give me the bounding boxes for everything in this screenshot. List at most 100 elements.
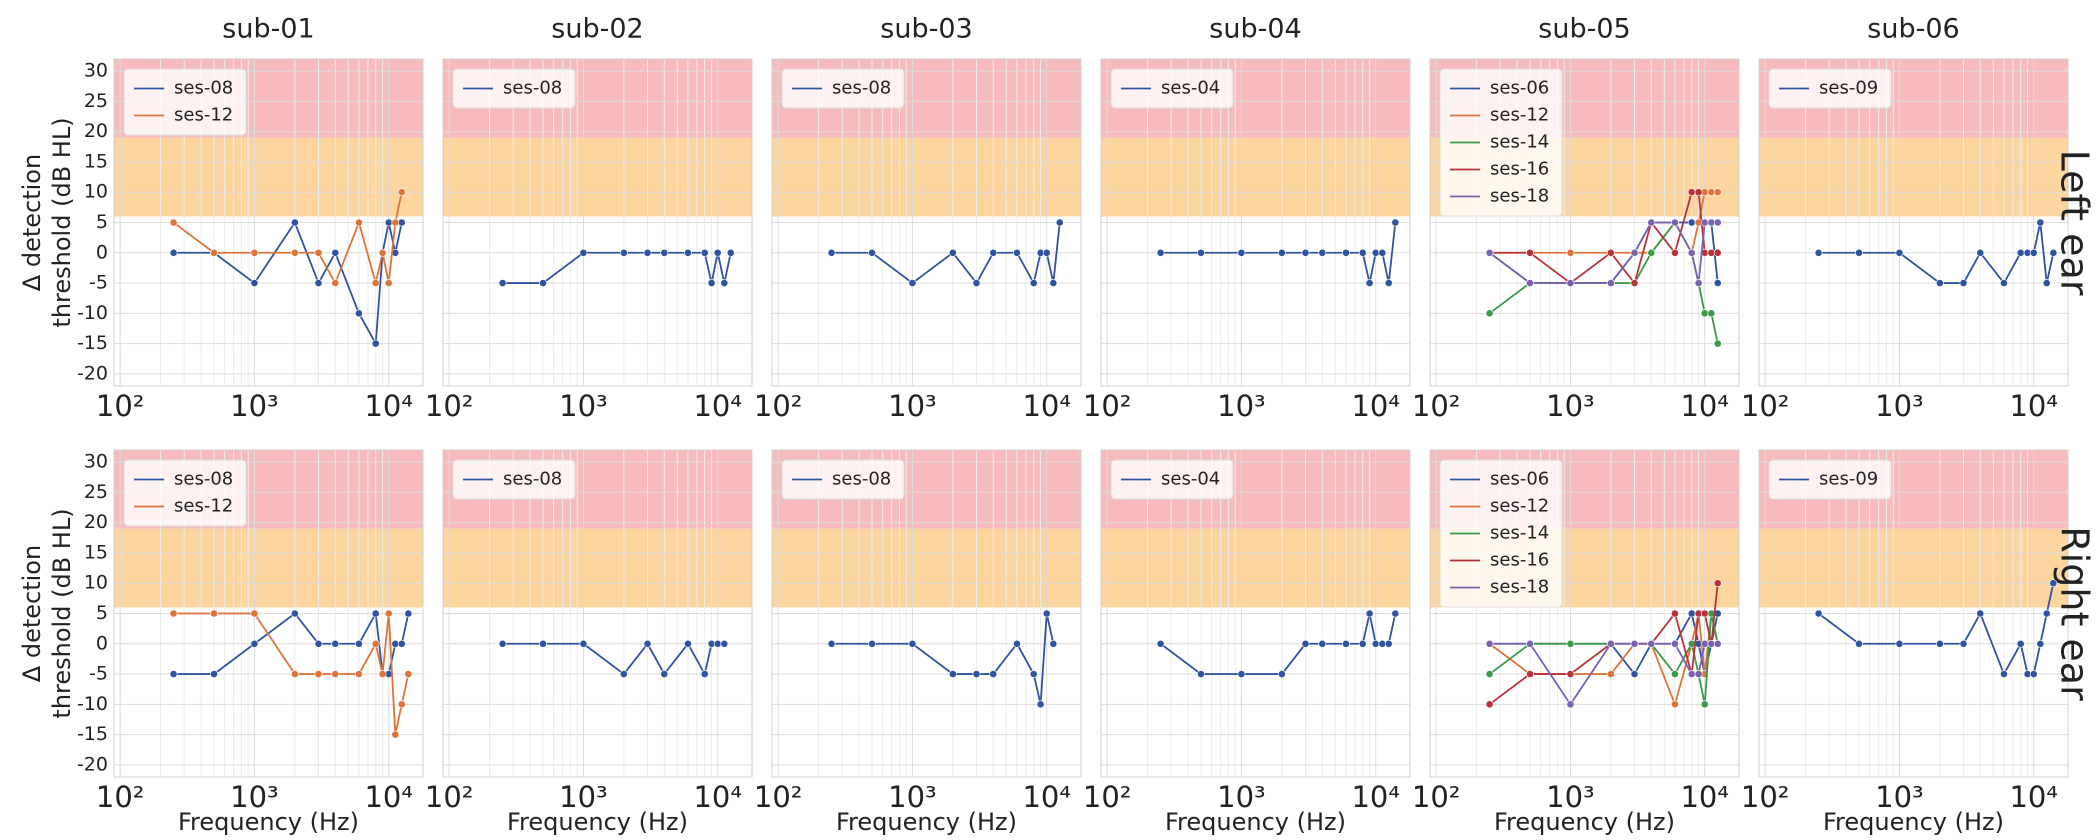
series-line [1489, 613, 1719, 705]
data-point [1156, 248, 1165, 257]
data-point [1814, 248, 1823, 257]
threshold-band [1101, 528, 1410, 608]
data-point [1391, 609, 1400, 618]
data-point [1342, 248, 1350, 257]
data-point [684, 248, 692, 257]
data-point [2000, 670, 2008, 678]
x-tick-label: 10² [1741, 389, 1790, 423]
data-point [355, 309, 363, 318]
data-point [2042, 279, 2051, 287]
legend-label: ses-08 [503, 469, 562, 490]
x-tick-label: 10³ [888, 780, 937, 814]
x-tick-label: 10² [1412, 389, 1461, 423]
data-point [2029, 670, 2038, 678]
data-point [1647, 248, 1656, 257]
data-point [1566, 700, 1575, 709]
data-point [1318, 639, 1327, 648]
threshold-band [443, 528, 752, 608]
legend-box [1439, 68, 1563, 217]
data-point [1049, 639, 1058, 648]
x-tick-label: 10² [425, 780, 474, 814]
x-axis-label: Frequency (Hz) [1494, 808, 1675, 836]
data-point [1671, 700, 1679, 709]
legend-label: ses-08 [174, 469, 233, 490]
x-tick-label: 10³ [230, 780, 279, 814]
legend-label: ses-06 [1490, 469, 1549, 490]
data-point [1042, 609, 1051, 618]
data-point [391, 218, 400, 227]
plot-border [1758, 58, 2069, 387]
subplot-title: sub-03 [880, 14, 972, 45]
y-tick-label: 0 [96, 632, 108, 654]
plot-border [1100, 58, 1411, 387]
legend-label: ses-14 [1490, 132, 1549, 153]
threshold-band [114, 528, 423, 608]
data-point [2049, 248, 2058, 257]
data-point [404, 670, 413, 678]
data-point [1526, 639, 1534, 648]
data-point [660, 248, 669, 257]
data-point [331, 639, 340, 648]
subplot-title: sub-05 [1538, 14, 1630, 45]
x-tick-label: 10⁴ [1680, 780, 1729, 814]
data-point [1606, 279, 1615, 287]
y-tick-label: -20 [77, 753, 108, 775]
y-tick-label: 20 [84, 511, 108, 533]
data-point [1694, 279, 1703, 287]
data-point [498, 639, 507, 648]
data-point [169, 670, 178, 678]
data-point [868, 248, 876, 257]
data-point [1277, 670, 1286, 678]
data-point [643, 248, 652, 257]
data-point [948, 670, 957, 678]
data-point [1526, 279, 1534, 287]
x-tick-label: 10² [96, 389, 145, 423]
legend-box [1768, 68, 1892, 109]
data-point [1671, 639, 1679, 648]
data-point [290, 248, 299, 257]
subplot: -20 -15 -10 -5 0 5 10 15 20 25 30 10² 10³ 10⁴ sub-01 Δ … [18, 14, 424, 423]
subplot: 10² 10³ 10⁴ sub-06 Left ear ses-09 [1741, 14, 2097, 424]
series-line [831, 222, 1061, 286]
data-point [314, 248, 323, 257]
data-point [1713, 339, 1722, 348]
x-tick-label: 10³ [1875, 780, 1924, 814]
data-point [660, 670, 669, 678]
data-point [619, 248, 628, 257]
data-point [908, 639, 917, 648]
data-point [1485, 700, 1494, 709]
y-tick-label: 25 [84, 481, 108, 503]
data-point [314, 279, 323, 287]
subplot: 10² 10³ 10⁴ sub-02 ses-08 [425, 14, 753, 423]
data-point [1606, 248, 1615, 257]
threshold-band [443, 137, 752, 217]
data-point [1687, 670, 1696, 678]
data-point [371, 339, 380, 348]
data-point [355, 218, 363, 227]
data-point [1671, 248, 1679, 257]
x-tick-label: 10³ [559, 780, 608, 814]
plot-border [442, 449, 753, 778]
y-tick-label: 0 [96, 241, 108, 263]
data-point [1237, 670, 1246, 678]
plot-border [1429, 449, 1740, 778]
plot-border [1429, 58, 1740, 387]
legend-box [1110, 68, 1234, 109]
data-point [2036, 639, 2045, 648]
data-point [1485, 639, 1494, 648]
data-point [1606, 639, 1615, 648]
data-point [1378, 248, 1387, 257]
data-point [1700, 309, 1709, 318]
legend-label: ses-14 [1490, 523, 1549, 544]
data-point [1700, 700, 1709, 709]
data-point [1630, 639, 1639, 648]
data-point [579, 248, 588, 257]
data-point [1055, 218, 1064, 227]
legend-box [1110, 459, 1234, 500]
row-label: Left ear [2053, 150, 2097, 296]
data-point [1976, 609, 1985, 618]
y-tick-label: 10 [84, 572, 108, 594]
data-point [1036, 700, 1045, 709]
data-point [827, 248, 836, 257]
